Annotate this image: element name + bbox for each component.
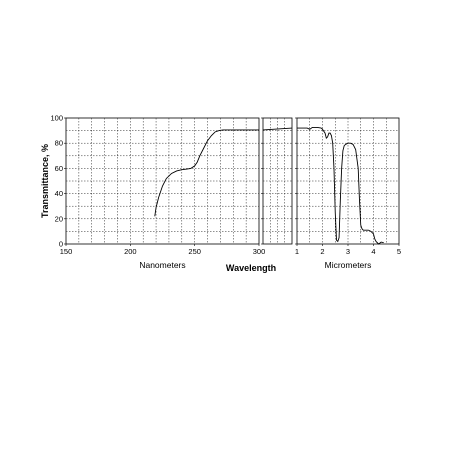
series-line-nm-um-bridge bbox=[262, 127, 293, 131]
x-axis-title: Wavelength bbox=[226, 263, 276, 273]
y-tick-label: 100 bbox=[50, 114, 63, 123]
panel-sublabel-um: Micrometers bbox=[325, 260, 372, 270]
x-tick-label: 2 bbox=[320, 247, 324, 256]
x-tick-label: 1 bbox=[295, 247, 299, 256]
y-tick-label: 60 bbox=[55, 164, 63, 173]
x-tick-label: 250 bbox=[188, 247, 201, 256]
y-tick-label: 20 bbox=[55, 214, 63, 223]
y-tick-label: 0 bbox=[59, 240, 63, 249]
x-tick-label: 300 bbox=[253, 247, 266, 256]
y-tick-label: 80 bbox=[55, 139, 63, 148]
x-tick-label: 5 bbox=[397, 247, 401, 256]
x-tick-label: 3 bbox=[346, 247, 350, 256]
y-axis-title: Transmittance, % bbox=[40, 144, 50, 218]
x-tick-label: 200 bbox=[124, 247, 137, 256]
y-tick-label: 40 bbox=[55, 189, 63, 198]
x-tick-label: 150 bbox=[60, 247, 73, 256]
x-tick-label: 4 bbox=[371, 247, 375, 256]
panel-sublabel-nm: Nanometers bbox=[139, 260, 185, 270]
series-line-um bbox=[297, 127, 384, 245]
series-line-nm bbox=[154, 129, 259, 217]
